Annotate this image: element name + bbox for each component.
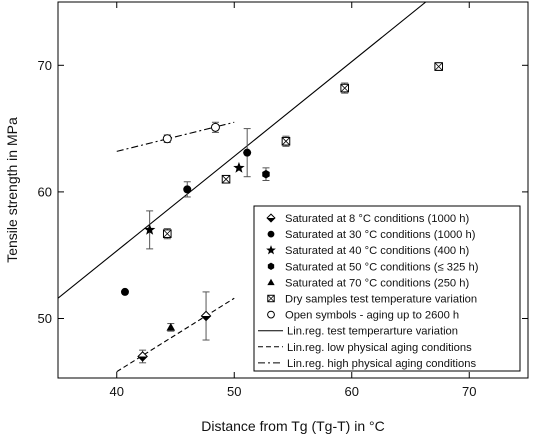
regression-line-dashed [116,297,235,373]
marker-hexagon [262,169,270,179]
data-point [340,82,349,94]
legend-item: Saturated at 30 °C conditions (1000 h) [267,229,476,241]
y-tick-label: 50 [38,311,52,326]
data-point [162,134,172,144]
marker-circle [183,185,192,194]
data-point [162,228,172,240]
marker-circle [243,148,252,157]
legend-item: Saturated at 40 °C conditions (400 h) [266,245,469,257]
legend-label: Lin.reg. low physical aging conditions [287,342,472,354]
legend-label: Lin.reg. test temperarture variation [287,326,458,338]
marker-star [233,161,245,173]
marker-circle-open [162,134,172,144]
data-point [120,287,129,296]
legend-marker-diamond-half-fill [267,218,275,222]
data-point [183,181,192,198]
data-point [233,161,245,173]
data-point [262,167,270,182]
data-point [166,323,176,332]
data-point [221,174,231,184]
legend-marker-hexagon [267,262,275,270]
data-point [243,128,252,178]
x-tick-label: 50 [227,384,241,399]
legend-box [253,205,521,372]
legend-item: Saturated at 8 °C conditions (1000 h) [266,213,469,225]
legend-item: Lin.reg. high physical aging conditions [258,358,476,370]
legend-item: Open symbols - aging up to 2600 h [267,310,459,322]
marker-square-x-cross-b [221,175,231,184]
marker-circle-open [210,122,220,132]
data-points [120,62,443,364]
marker-square-x-cross-b [163,229,172,238]
data-point [434,62,443,71]
data-point [200,291,212,341]
legend-item: Saturated at 70 °C conditions (250 h) [267,277,469,289]
x-tick-label: 40 [110,384,124,399]
data-point [210,121,220,133]
marker-diamond-half-fill [201,315,211,321]
legend-label: Dry samples test temperature variation [285,294,477,306]
marker-square-x-cross-b [434,62,443,71]
data-point [137,349,148,364]
x-tick-label: 70 [462,384,476,399]
legend-label: Saturated at 30 °C conditions (1000 h) [285,229,476,241]
legend-marker-circle-open [267,310,275,319]
legend-item: Dry samples test temperature variation [267,294,477,306]
legend-item: Saturated at 50 °C conditions (≤ 325 h) [267,261,479,273]
legend-item: Lin.reg. test temperarture variation [258,326,458,338]
legend-label: Saturated at 40 °C conditions (400 h) [285,245,469,257]
y-tick-label: 70 [38,58,52,73]
data-point [143,210,156,250]
legend-marker-square-x-cross-b [267,294,275,303]
marker-triangle [166,323,176,331]
legend-item: Lin.reg. low physical aging conditions [258,342,472,354]
legend-label: Lin.reg. high physical aging conditions [287,358,476,370]
legend-label: Saturated at 70 °C conditions (250 h) [285,277,469,289]
legend-label: Saturated at 8 °C conditions (1000 h) [285,213,469,225]
marker-square-x-cross-b [281,137,291,146]
marker-star [143,223,156,235]
legend-marker-triangle [267,278,275,286]
y-axis-title: Tensile strength in MPa [4,117,20,263]
marker-circle [120,287,129,296]
legend: Saturated at 8 °C conditions (1000 h) Sat… [253,205,521,372]
legend-label: Saturated at 50 °C conditions (≤ 325 h) [285,261,479,273]
y-tick-label: 60 [38,184,52,199]
data-point [281,135,291,147]
x-axis-title: Distance from Tg (Tg-T) in °C [201,418,384,434]
regression-line-solid [58,2,427,299]
legend-marker-star [266,245,276,255]
marker-diamond-half-fill [138,356,148,362]
legend-label: Open symbols - aging up to 2600 h [285,310,459,322]
axis-ticks: 40 50 60 70 50 60 70 [38,2,528,399]
marker-square-x-cross-b [340,84,349,93]
legend-marker-circle [267,230,275,238]
x-tick-label: 60 [345,384,359,399]
